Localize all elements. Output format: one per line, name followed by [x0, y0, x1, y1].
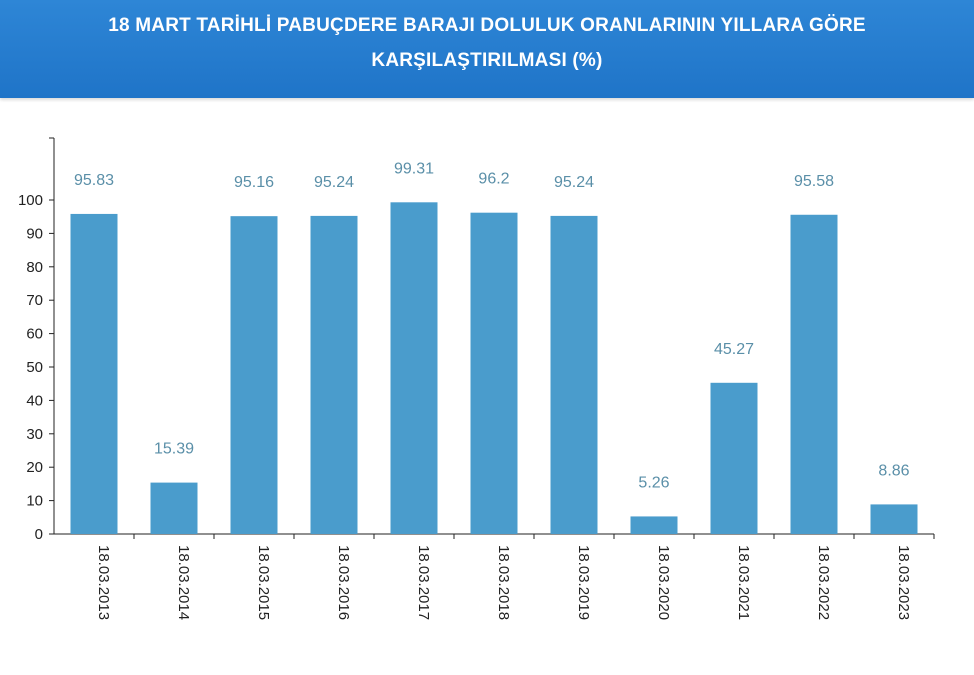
data-label: 95.24	[554, 174, 594, 191]
data-label: 15.39	[154, 441, 194, 458]
chart-title-line2: KARŞILAŞTIRILMASI (%)	[371, 50, 603, 71]
data-label: 5.26	[638, 474, 669, 491]
y-tick-label: 30	[26, 426, 43, 443]
bar	[470, 212, 518, 534]
x-tick-label: 18.03.2021	[735, 545, 752, 620]
x-tick-label: 18.03.2018	[495, 545, 512, 620]
y-tick-label: 50	[26, 359, 43, 376]
bar	[70, 213, 118, 534]
y-tick-label: 80	[26, 259, 43, 276]
x-tick-label: 18.03.2013	[95, 545, 112, 620]
bar	[390, 202, 438, 534]
bar	[310, 215, 358, 534]
x-tick-label: 18.03.2020	[655, 545, 672, 620]
y-tick-label: 20	[26, 459, 43, 476]
data-label: 95.16	[234, 174, 274, 191]
data-label: 95.58	[794, 173, 834, 190]
bar	[790, 214, 838, 534]
x-tick-label: 18.03.2022	[815, 545, 832, 620]
chart-title-line1: 18 MART TARİHLİ PABUÇDERE BARAJI DOLULUK…	[108, 15, 866, 36]
y-tick-label: 100	[18, 192, 43, 209]
x-tick-label: 18.03.2014	[175, 545, 192, 620]
x-tick-label: 18.03.2016	[335, 545, 352, 620]
bar	[550, 215, 598, 534]
y-tick-label: 10	[26, 493, 43, 510]
data-label: 95.24	[314, 174, 354, 191]
bar	[710, 382, 758, 534]
x-tick-label: 18.03.2019	[575, 545, 592, 620]
y-tick-label: 40	[26, 392, 43, 409]
bar	[150, 482, 198, 534]
x-tick-label: 18.03.2015	[255, 545, 272, 620]
data-label: 99.31	[394, 160, 434, 177]
y-tick-label: 0	[35, 526, 43, 543]
bar	[230, 216, 278, 535]
data-label: 95.83	[74, 172, 114, 189]
y-tick-label: 60	[26, 326, 43, 343]
bar	[870, 504, 918, 534]
chart-header: 18 MART TARİHLİ PABUÇDERE BARAJI DOLULUK…	[0, 0, 974, 98]
bar	[630, 516, 678, 534]
data-label: 45.27	[714, 341, 754, 358]
x-tick-label: 18.03.2023	[895, 545, 912, 620]
y-tick-label: 90	[26, 225, 43, 242]
data-label: 96.2	[478, 171, 509, 188]
x-tick-label: 18.03.2017	[415, 545, 432, 620]
bar-chart: 0 10 20 30 40 50 60 70 80 90 100 95.83 18.03.2013 15.…	[18, 137, 935, 620]
y-tick-label: 70	[26, 292, 43, 309]
data-label: 8.86	[878, 462, 909, 479]
